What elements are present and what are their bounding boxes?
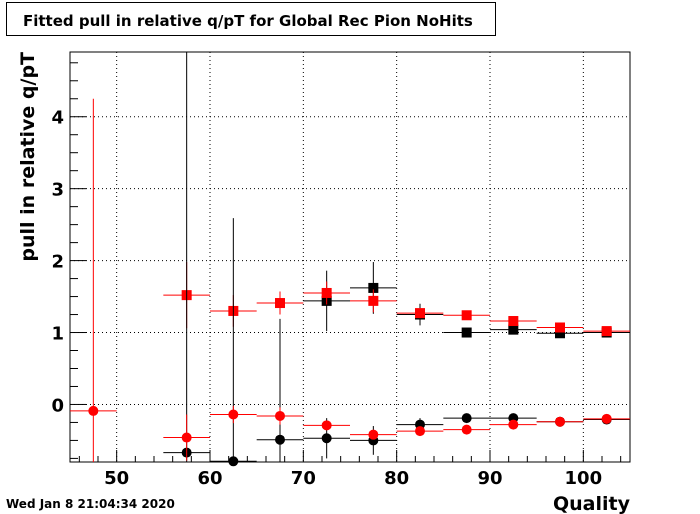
y-tick-label: 1	[51, 324, 64, 345]
series-1-point	[461, 310, 472, 321]
chart-title: Fitted pull in relative q/pT for Global …	[23, 12, 473, 30]
y-axis-title: pull in relative q/pT	[17, 52, 39, 262]
x-tick-label: 50	[104, 468, 129, 489]
x-tick-label: 70	[291, 468, 316, 489]
series-3-point	[88, 405, 99, 416]
series-2-point	[461, 413, 472, 424]
series-0-point	[461, 327, 472, 338]
series-3-point	[415, 426, 425, 437]
series-3-point	[555, 416, 565, 427]
series-2-point	[275, 434, 285, 445]
series-3-point	[508, 419, 519, 430]
series-3-point	[601, 413, 612, 424]
series-3-point	[321, 420, 332, 431]
series-0-point	[508, 324, 519, 335]
plot-frame	[69, 51, 631, 463]
series-3-point	[461, 424, 472, 435]
series-3-point	[181, 432, 192, 443]
series-1-point	[601, 326, 612, 337]
series-3-point	[368, 429, 379, 440]
series-1-point	[321, 287, 332, 298]
series-3-point	[275, 410, 285, 421]
series-1-point	[368, 295, 379, 306]
y-tick-label: 2	[51, 252, 64, 273]
x-tick-label: 80	[384, 468, 409, 489]
series-0-point	[555, 328, 565, 339]
y-tick-label: 0	[51, 395, 64, 416]
series-0-point	[368, 282, 379, 293]
series-1-point	[275, 298, 285, 309]
y-tick-label: 3	[51, 180, 64, 201]
x-tick-label: 60	[197, 468, 222, 489]
x-tick-label: 100	[565, 468, 603, 489]
series-2-point	[321, 433, 332, 444]
x-tick-label: 90	[477, 468, 502, 489]
x-axis-title: Quality	[553, 493, 631, 514]
timestamp-label: Wed Jan 8 21:04:34 2020	[6, 497, 175, 511]
series-1-point	[508, 316, 519, 327]
y-tick-label: 4	[51, 108, 64, 129]
series-2-point	[228, 456, 239, 467]
series-1-point	[415, 308, 425, 319]
series-1-point	[555, 322, 565, 333]
series-3-point	[228, 409, 239, 420]
chart-title-box: Fitted pull in relative q/pT for Global …	[6, 2, 496, 36]
